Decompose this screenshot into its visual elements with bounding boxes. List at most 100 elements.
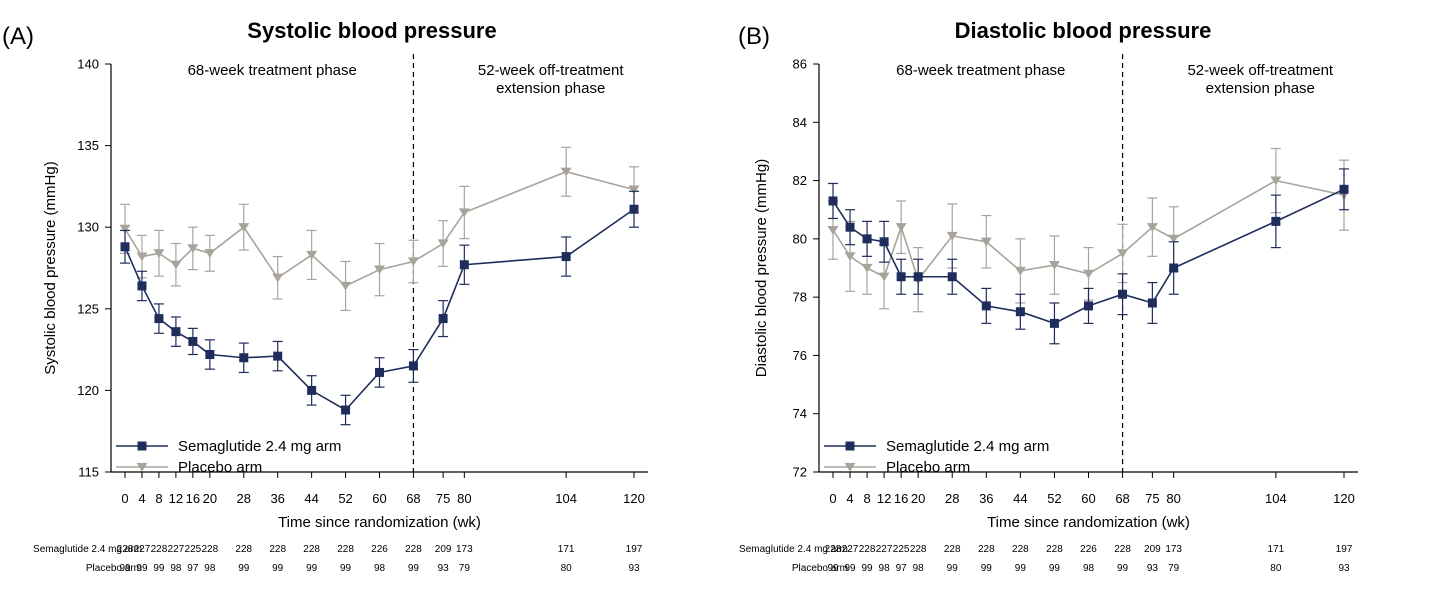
y-tick-label: 120 <box>77 383 99 398</box>
data-point <box>120 242 130 252</box>
y-tick-label: 78 <box>793 290 807 305</box>
data-point <box>459 260 469 270</box>
y-tick-label: 140 <box>77 57 99 72</box>
data-point <box>878 272 890 282</box>
series-line <box>124 170 635 287</box>
risk-value: 97 <box>896 563 908 574</box>
risk-value: 99 <box>153 563 165 574</box>
risk-value: 80 <box>1270 563 1282 574</box>
legend-label: Placebo arm <box>886 459 970 476</box>
risk-value: 228 <box>303 544 320 555</box>
data-point <box>896 272 906 282</box>
risk-value: 228 <box>235 544 252 555</box>
x-axis-label: Time since randomization (wk) <box>987 514 1190 531</box>
risk-value: 99 <box>272 563 284 574</box>
x-tick-label: 20 <box>911 491 925 506</box>
risk-value: 93 <box>1338 563 1350 574</box>
risk-value: 98 <box>374 563 386 574</box>
chart-title: Diastolic blood pressure <box>955 18 1212 43</box>
chart-panel-diastolic: (B) Diastolic blood pressure7274767880828… <box>738 18 1358 574</box>
x-tick-label: 60 <box>1081 491 1095 506</box>
data-point <box>827 225 839 235</box>
data-point <box>437 239 449 249</box>
risk-value: 228 <box>151 544 168 555</box>
x-tick-label: 0 <box>829 491 836 506</box>
data-point <box>981 301 991 311</box>
risk-row-label: Semaglutide 2.4 mg arm <box>33 544 142 555</box>
data-point <box>895 223 907 232</box>
data-point <box>947 272 957 282</box>
data-point <box>341 405 351 415</box>
risk-value: 226 <box>1080 544 1097 555</box>
risk-value: 99 <box>408 563 420 574</box>
x-axis-label: Time since randomization (wk) <box>278 514 481 531</box>
x-tick-label: 12 <box>169 491 183 506</box>
series-placebo <box>827 147 1350 313</box>
y-tick-label: 115 <box>78 465 99 480</box>
risk-value: 99 <box>981 563 993 574</box>
risk-value: 228 <box>825 544 842 555</box>
data-point <box>560 167 572 177</box>
panel-label: (A) <box>2 23 34 50</box>
data-point <box>828 196 838 206</box>
data-point <box>845 222 855 232</box>
x-tick-label: 28 <box>945 491 959 506</box>
x-tick-label: 44 <box>304 491 318 506</box>
data-point <box>1169 263 1179 273</box>
data-point <box>458 208 470 218</box>
data-point <box>375 367 384 377</box>
chart-title: Systolic blood pressure <box>247 18 496 43</box>
phase-label-extension: extension phase <box>1206 80 1315 97</box>
x-tick-label: 104 <box>1265 491 1287 506</box>
phase-label-treatment: 68-week treatment phase <box>188 62 357 79</box>
x-tick-label: 16 <box>894 491 908 506</box>
series-semaglutide <box>120 190 639 426</box>
data-point <box>153 249 165 258</box>
legend-marker <box>844 462 856 472</box>
risk-value: 225 <box>893 544 910 555</box>
data-point <box>438 314 448 324</box>
y-tick-label: 135 <box>77 138 99 153</box>
data-point <box>1147 298 1157 308</box>
series-placebo <box>119 146 640 312</box>
phase-label-extension: 52-week off-treatment <box>1187 62 1333 79</box>
data-point <box>188 336 198 346</box>
data-point <box>239 353 249 363</box>
y-axis-label: Systolic blood pressure (mmHg) <box>42 161 59 374</box>
data-point <box>1146 223 1158 232</box>
data-point <box>119 224 131 234</box>
legend-marker <box>136 462 148 472</box>
data-point <box>272 273 284 283</box>
x-tick-label: 80 <box>457 491 471 506</box>
x-tick-label: 120 <box>1333 491 1355 506</box>
x-tick-label: 68 <box>406 491 420 506</box>
data-point <box>171 327 181 337</box>
data-point <box>1117 249 1129 259</box>
risk-value: 99 <box>844 563 856 574</box>
y-tick-label: 84 <box>793 115 807 130</box>
x-tick-label: 4 <box>846 491 853 506</box>
risk-value: 99 <box>136 563 148 574</box>
risk-value: 197 <box>1336 544 1353 555</box>
risk-value: 228 <box>1114 544 1131 555</box>
data-point <box>154 314 164 324</box>
data-point <box>306 250 318 260</box>
series-semaglutide <box>828 168 1349 345</box>
series-line <box>832 179 1345 282</box>
risk-value: 93 <box>1147 563 1159 574</box>
x-tick-label: 16 <box>186 491 200 506</box>
legend-marker <box>137 441 147 451</box>
data-point <box>273 351 283 361</box>
risk-value: 98 <box>913 563 925 574</box>
y-tick-label: 72 <box>793 465 807 480</box>
risk-value: 171 <box>558 544 575 555</box>
x-tick-label: 60 <box>372 491 386 506</box>
x-tick-label: 36 <box>979 491 993 506</box>
risk-value: 227 <box>134 544 151 555</box>
risk-value: 93 <box>438 563 450 574</box>
data-point <box>205 349 215 359</box>
risk-value: 99 <box>947 563 959 574</box>
data-point <box>629 204 639 214</box>
